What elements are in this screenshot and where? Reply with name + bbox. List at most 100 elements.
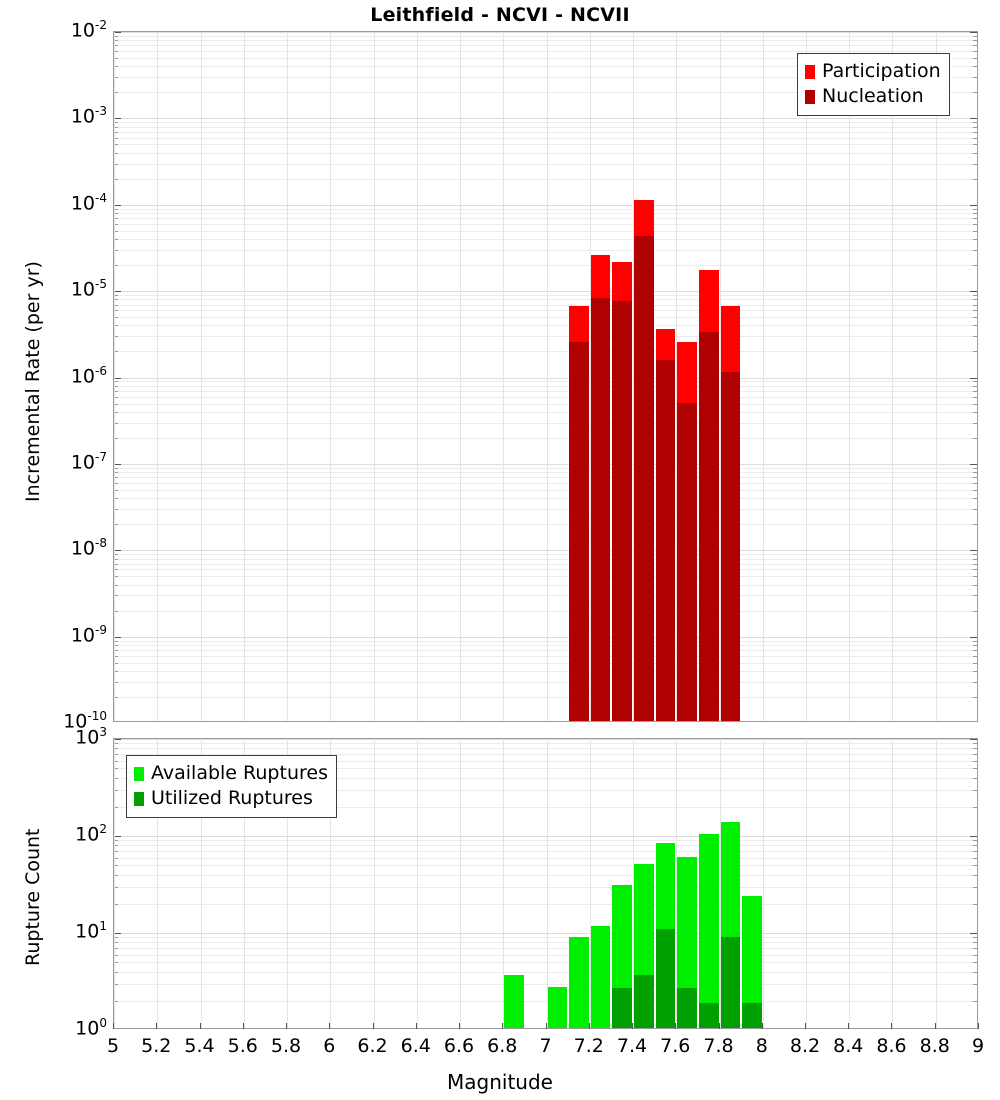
gridline-horizontal [114, 423, 977, 424]
y-axis-tick [973, 962, 977, 963]
gridline-horizontal [114, 336, 977, 337]
gridline-horizontal [114, 317, 977, 318]
y-axis-tick [973, 576, 977, 577]
y-axis-tick [973, 569, 977, 570]
gridline-horizontal [114, 972, 977, 973]
y-axis-tick [970, 637, 977, 638]
y-axis-tick [114, 477, 118, 478]
y-axis-tick [114, 509, 118, 510]
gridline-horizontal [114, 32, 977, 33]
y-axis-tick [970, 836, 977, 837]
x-axis-tick-label: 8 [755, 1035, 768, 1057]
gridline-vertical [157, 739, 158, 1028]
y-axis-tick [114, 231, 118, 232]
y-axis-tick [114, 412, 118, 413]
y-axis-tick [973, 51, 977, 52]
y-axis-tick [114, 291, 121, 292]
y-axis-tick [973, 851, 977, 852]
y-axis-tick [114, 468, 118, 469]
y-axis-tick [114, 265, 118, 266]
gridline-vertical [936, 32, 937, 721]
y-axis-tick [114, 58, 118, 59]
gridline-horizontal [114, 118, 977, 119]
gridline-horizontal [114, 464, 977, 465]
y-axis-tick [973, 748, 977, 749]
y-axis-tick [973, 122, 977, 123]
y-axis-tick [114, 179, 118, 180]
y-axis-tick [973, 153, 977, 154]
y-axis-tick [973, 1001, 977, 1002]
y-axis-tick [114, 836, 121, 837]
y-axis-tick [973, 761, 977, 762]
gridline-horizontal [114, 386, 977, 387]
x-axis-tick-label: 9 [971, 1035, 985, 1057]
legend-item[interactable]: Available Ruptures [134, 761, 328, 786]
y-axis-tick-label: 10-2 [70, 18, 107, 42]
y-axis-tick [973, 790, 977, 791]
y-axis-tick [114, 984, 118, 985]
y-axis-tick [114, 637, 121, 638]
gridline-horizontal [114, 569, 977, 570]
y-axis-tick [114, 351, 118, 352]
y-axis-tick [973, 904, 977, 905]
legend-item[interactable]: Nucleation [805, 84, 941, 109]
y-axis-tick [973, 468, 977, 469]
y-axis-tick [970, 118, 977, 119]
y-axis-tick [114, 438, 118, 439]
y-axis-tick [114, 682, 118, 683]
gridline-vertical [244, 32, 245, 721]
y-axis-tick [114, 423, 118, 424]
x-axis-tick [891, 1023, 892, 1029]
gridline-horizontal [114, 858, 977, 859]
y-axis-tick-label: 100 [75, 1016, 107, 1040]
y-axis-tick [114, 381, 118, 382]
y-axis-tick [973, 218, 977, 219]
y-axis-tick [973, 483, 977, 484]
y-axis-tick-label: 102 [75, 822, 107, 846]
x-axis-tick [243, 1023, 244, 1029]
y-axis-tick [114, 858, 118, 859]
y-axis-tick [114, 317, 118, 318]
y-axis-tick [973, 611, 977, 612]
gridline-vertical [330, 739, 331, 1028]
gridline-horizontal [114, 671, 977, 672]
gridline-vertical [849, 32, 850, 721]
y-axis-tick [114, 404, 118, 405]
gridline-horizontal [114, 305, 977, 306]
y-axis-tick [114, 164, 118, 165]
gridline-horizontal [114, 218, 977, 219]
y-axis-tick [973, 77, 977, 78]
y-axis-tick [114, 554, 118, 555]
y-axis-tick [973, 336, 977, 337]
x-axis-tick [502, 1023, 503, 1029]
legend-item[interactable]: Utilized Ruptures [134, 786, 328, 811]
x-axis-tick-label: 7.4 [616, 1035, 648, 1057]
gridline-horizontal [114, 550, 977, 551]
gridline-horizontal [114, 325, 977, 326]
y-axis-tick [973, 984, 977, 985]
x-axis-tick [848, 1023, 849, 1029]
gridline-horizontal [114, 404, 977, 405]
y-axis-tick [973, 754, 977, 755]
gridline-horizontal [114, 962, 977, 963]
y-axis-tick [114, 550, 121, 551]
bar-utilized-ruptures [742, 1002, 762, 1028]
y-axis-tick [114, 299, 118, 300]
x-axis-tick-label: 6.2 [357, 1035, 388, 1057]
y-axis-tick [114, 778, 118, 779]
y-axis-tick [973, 875, 977, 876]
gridline-horizontal [114, 554, 977, 555]
y-axis-tick [973, 239, 977, 240]
legend-item[interactable]: Participation [805, 59, 941, 84]
gridline-vertical [460, 32, 461, 721]
gridline-horizontal [114, 663, 977, 664]
y-axis-tick [114, 904, 118, 905]
gridline-horizontal [114, 213, 977, 214]
y-axis-tick [114, 875, 118, 876]
y-axis-tick [970, 32, 977, 33]
bar-utilized-ruptures [720, 937, 741, 1028]
gridline-horizontal [114, 205, 977, 206]
gridline-horizontal [114, 209, 977, 210]
y-axis-tick [114, 569, 118, 570]
